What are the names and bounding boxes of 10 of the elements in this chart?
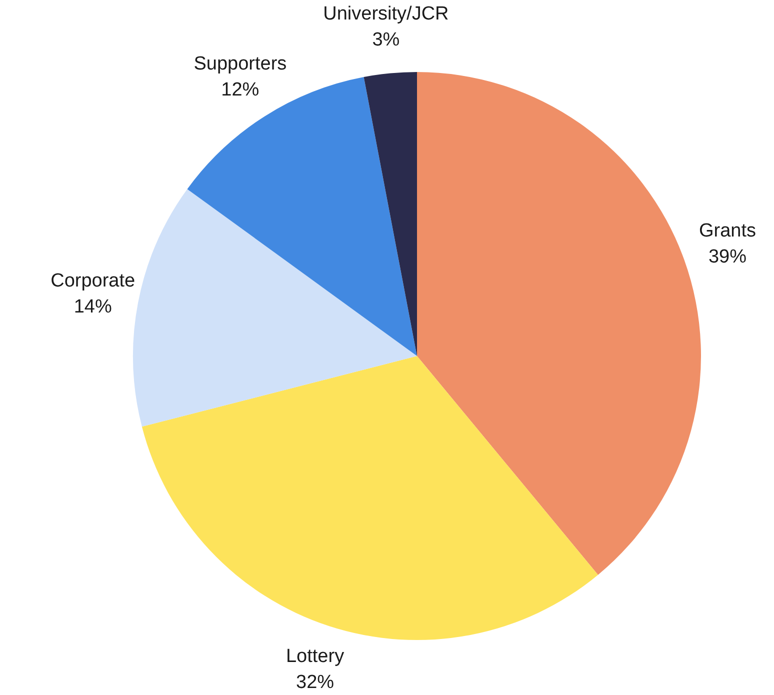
slice-label: Supporters: [194, 54, 287, 75]
slice-label: Corporate: [50, 270, 136, 292]
slice-label: Grants: [698, 220, 756, 242]
data-label: 3%: [372, 30, 400, 51]
data-label: 39%: [708, 246, 747, 268]
data-label: 32%: [296, 672, 334, 694]
data-label: 12%: [221, 80, 260, 101]
slice-label: Lottery: [286, 646, 345, 668]
data-label: 14%: [74, 296, 112, 318]
slice-label: University/JCR: [323, 4, 449, 25]
